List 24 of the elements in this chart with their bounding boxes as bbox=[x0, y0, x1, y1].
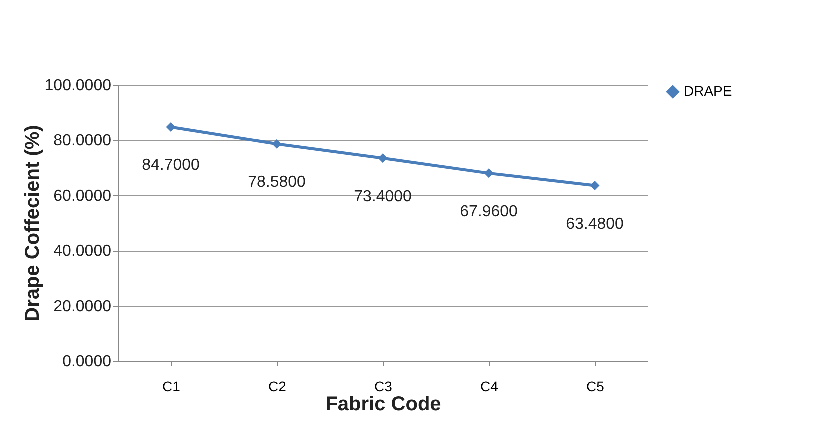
x-tick-label: C4 bbox=[480, 378, 499, 394]
point bbox=[166, 122, 176, 132]
data-label: 67.9600 bbox=[460, 203, 518, 220]
point bbox=[590, 181, 600, 191]
data-label: 84.7000 bbox=[142, 157, 200, 174]
data-label: 78.5800 bbox=[248, 174, 306, 192]
y-tick-label: 0.0000 bbox=[62, 354, 112, 370]
data-label: 63.4800 bbox=[566, 216, 624, 233]
data-label: 73.4000 bbox=[354, 188, 412, 206]
y-tick-label: 60.0000 bbox=[54, 188, 112, 205]
legend-label: DRAPE bbox=[684, 83, 732, 99]
y-tick-label: 20.0000 bbox=[54, 298, 112, 316]
x-tick-label: C1 bbox=[162, 378, 181, 394]
x-axis-title: Fabric Code bbox=[326, 394, 442, 416]
y-tick-label: 100.0000 bbox=[44, 78, 112, 94]
x-tick-label: C3 bbox=[374, 378, 393, 394]
y-axis-title: Drape Coffecient (%) bbox=[22, 125, 44, 322]
x-tick-label: C2 bbox=[268, 378, 287, 394]
y-tick-label: 40.0000 bbox=[54, 243, 112, 260]
y-tick-label: 80.0000 bbox=[54, 132, 112, 150]
point bbox=[272, 139, 282, 149]
point bbox=[484, 168, 494, 178]
point bbox=[378, 154, 388, 164]
x-tick-label: C5 bbox=[586, 378, 605, 394]
